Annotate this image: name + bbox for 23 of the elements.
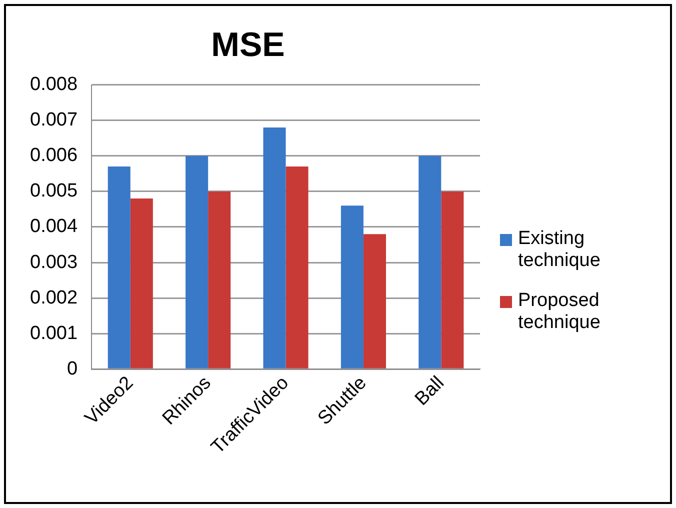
y-tick-label: 0.004 (30, 216, 78, 238)
x-tick-label: Ball (411, 372, 448, 410)
y-tick-label: 0.006 (30, 145, 78, 166)
bar (108, 166, 130, 368)
bar (263, 127, 286, 368)
bar (363, 234, 386, 368)
bar (441, 191, 464, 368)
y-tick-label: 0.002 (30, 287, 78, 308)
y-tick-label: 0 (66, 358, 78, 380)
bar (130, 198, 153, 368)
legend-label: Existing technique (518, 228, 602, 272)
y-tick-label: 0.008 (30, 74, 78, 96)
bar (208, 191, 231, 368)
bar (186, 156, 208, 368)
bar (418, 156, 442, 368)
y-tick-label: 0.003 (30, 252, 78, 273)
y-tick-label: 0.001 (30, 322, 78, 344)
bar (340, 206, 364, 368)
y-tick-label: 0.005 (30, 180, 78, 202)
chart-title: MSE (211, 26, 285, 64)
y-tick-label: 0.007 (30, 110, 78, 131)
bar (286, 166, 308, 368)
legend-label: Proposed technique (518, 290, 602, 334)
